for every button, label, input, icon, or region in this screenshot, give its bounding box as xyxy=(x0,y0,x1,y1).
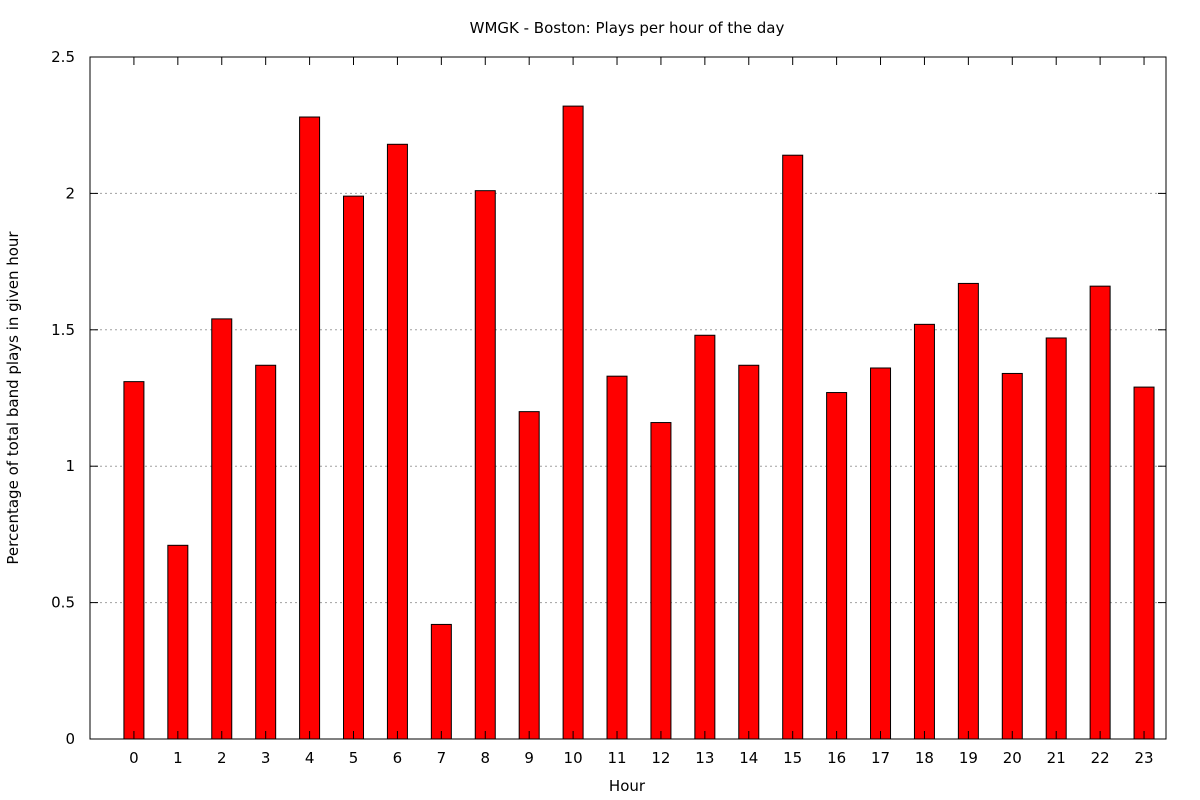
bar-hour-6 xyxy=(386,143,408,740)
bar-hour-19 xyxy=(957,282,979,740)
x-tick-label: 12 xyxy=(651,749,670,767)
bar-hour-5 xyxy=(343,195,365,740)
bar-hour-10 xyxy=(562,105,584,740)
x-axis-label: Hour xyxy=(609,777,646,795)
x-axis-ticks: 0 1 2 3 4 5 6 7 8 9 10 11 12 13 14 15 16 17 18 19 20 21 22 23 xyxy=(129,57,1154,767)
x-tick-label: 19 xyxy=(959,749,978,767)
gridlines xyxy=(90,192,1166,604)
plot-border xyxy=(89,56,1167,740)
bar-hour-7 xyxy=(430,623,452,740)
x-tick-label: 14 xyxy=(739,749,758,767)
bar-hour-3 xyxy=(255,364,277,740)
bar-hour-9 xyxy=(518,411,540,740)
x-tick-label: 16 xyxy=(827,749,846,767)
x-tick-label: 8 xyxy=(480,749,490,767)
chart-title: WMGK - Boston: Plays per hour of the day xyxy=(470,19,785,37)
bar-hour-8 xyxy=(474,190,496,740)
y-tick-label: 0.5 xyxy=(51,594,75,612)
y-tick-label: 1 xyxy=(65,457,75,475)
x-tick-label: 18 xyxy=(915,749,934,767)
x-tick-label: 1 xyxy=(173,749,183,767)
bar-hour-23 xyxy=(1133,386,1155,740)
x-tick-label: 21 xyxy=(1047,749,1066,767)
bar-hour-1 xyxy=(167,544,189,740)
bar-hour-16 xyxy=(826,392,848,740)
x-tick-label: 0 xyxy=(129,749,139,767)
y-axis-ticks: 0 0.5 1 1.5 2 2.5 xyxy=(51,48,1166,748)
bar-hour-20 xyxy=(1001,372,1023,740)
y-tick-label: 0 xyxy=(65,730,75,748)
x-tick-label: 15 xyxy=(783,749,802,767)
bar-hour-0 xyxy=(123,381,145,740)
x-tick-label: 23 xyxy=(1134,749,1153,767)
x-tick-label: 11 xyxy=(607,749,626,767)
y-tick-label: 2 xyxy=(65,184,75,202)
y-axis-label: Percentage of total band plays in given … xyxy=(4,231,22,565)
x-tick-label: 3 xyxy=(261,749,271,767)
x-tick-label: 6 xyxy=(393,749,403,767)
y-tick-label: 1.5 xyxy=(51,321,75,339)
x-tick-label: 17 xyxy=(871,749,890,767)
bar-hour-22 xyxy=(1089,285,1111,740)
x-tick-label: 13 xyxy=(695,749,714,767)
bar-hour-18 xyxy=(913,323,935,740)
bar-hour-21 xyxy=(1045,337,1067,740)
x-tick-label: 10 xyxy=(564,749,583,767)
plot-frame xyxy=(89,56,1167,740)
y-tick-label: 2.5 xyxy=(51,48,75,66)
x-tick-label: 5 xyxy=(349,749,359,767)
bar-hour-4 xyxy=(299,116,321,740)
x-tick-label: 7 xyxy=(437,749,447,767)
x-tick-label: 20 xyxy=(1003,749,1022,767)
x-tick-label: 9 xyxy=(524,749,534,767)
x-tick-label: 2 xyxy=(217,749,227,767)
bar-hour-14 xyxy=(738,364,760,740)
x-tick-label: 4 xyxy=(305,749,315,767)
x-tick-label: 22 xyxy=(1091,749,1110,767)
bars xyxy=(123,105,1155,740)
bar-hour-12 xyxy=(650,422,672,740)
bar-hour-11 xyxy=(606,375,628,740)
bar-hour-15 xyxy=(782,154,804,740)
bar-hour-2 xyxy=(211,318,233,740)
bar-hour-17 xyxy=(870,367,892,740)
bar-hour-13 xyxy=(694,334,716,740)
